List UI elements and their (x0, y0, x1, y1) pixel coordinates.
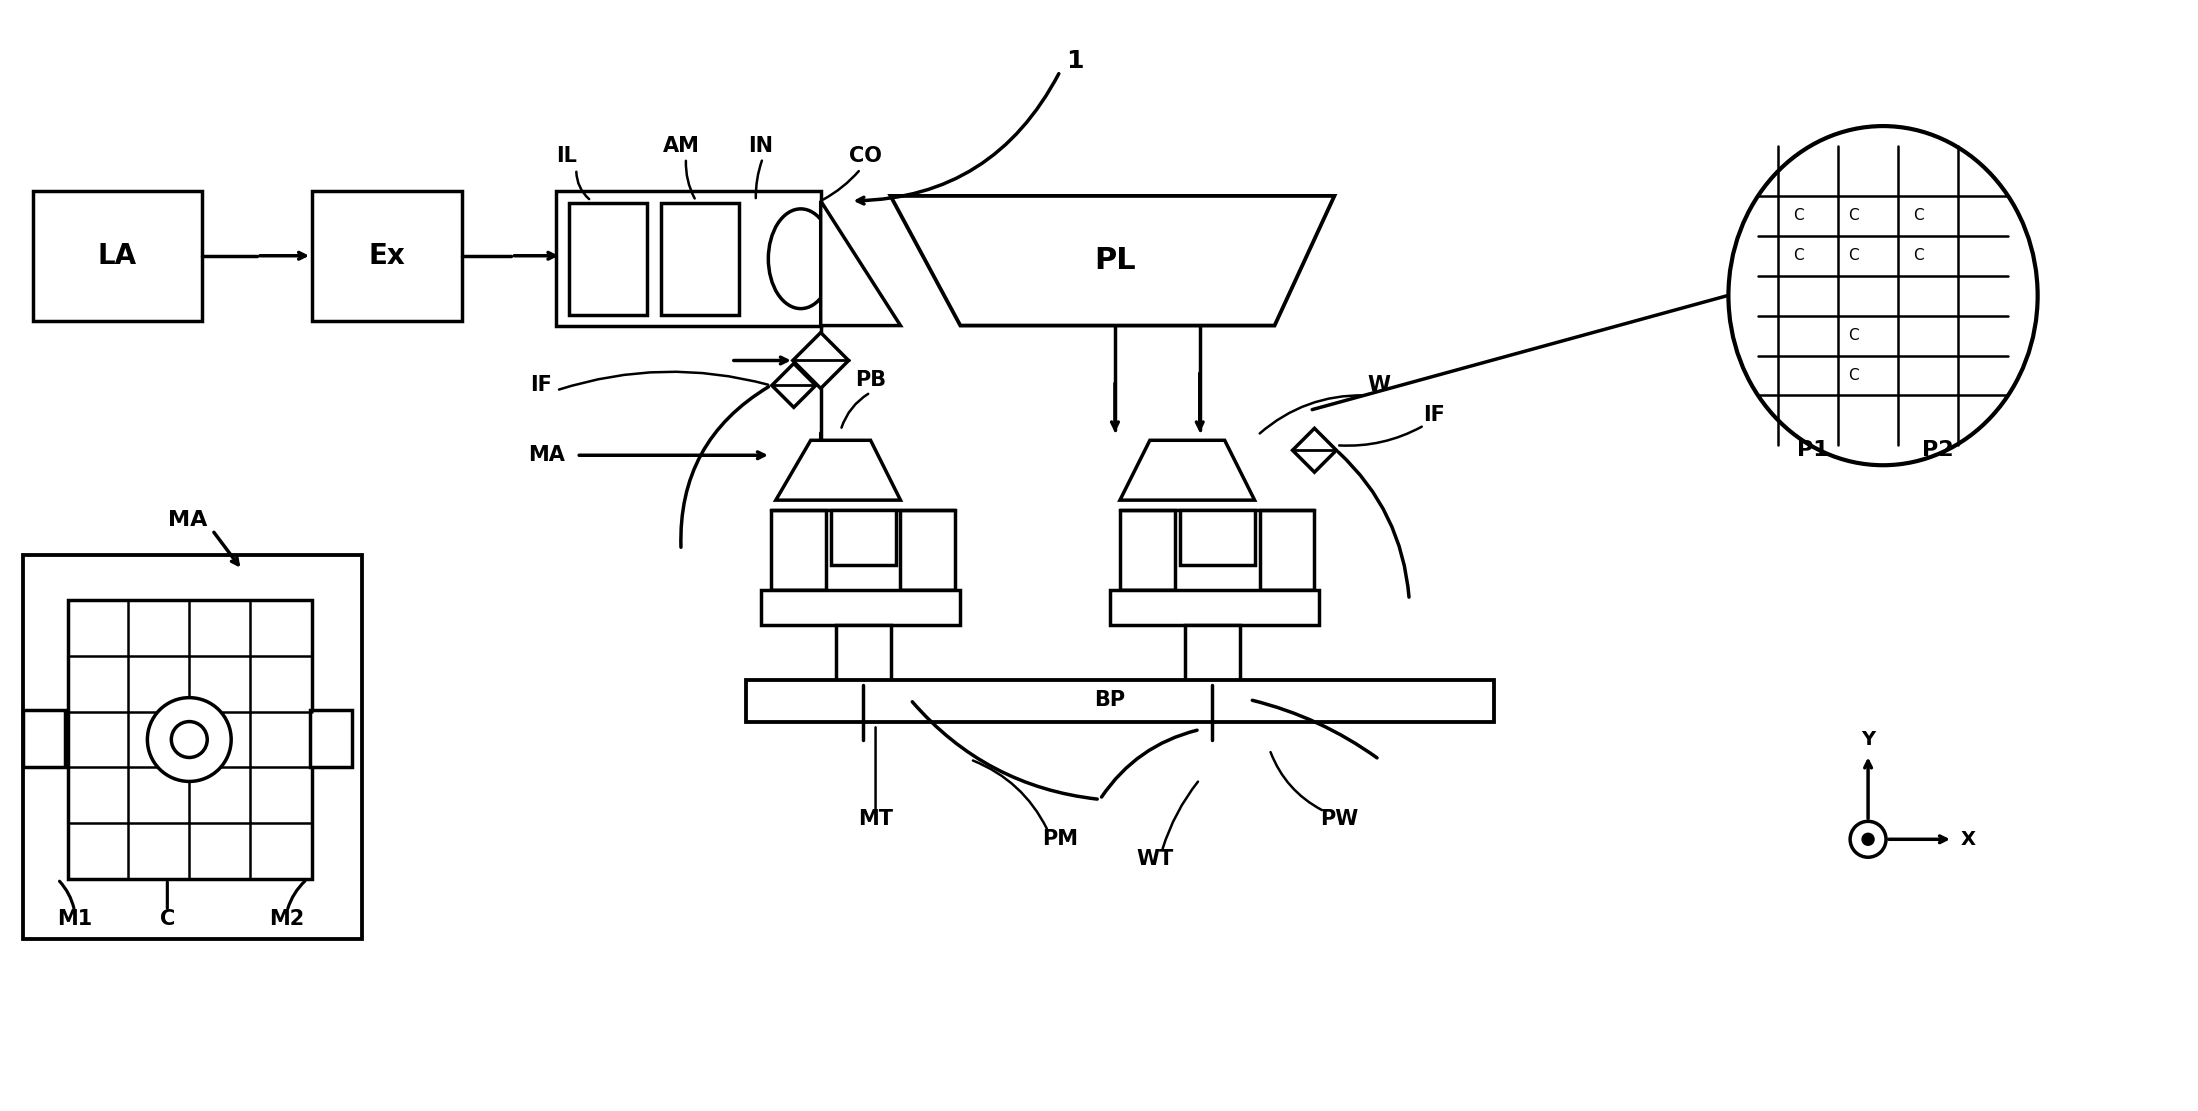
Text: IL: IL (556, 146, 576, 166)
Text: M1: M1 (57, 909, 92, 929)
Polygon shape (1121, 440, 1255, 500)
Bar (1185, 624, 1240, 684)
Ellipse shape (769, 209, 833, 309)
Text: IF: IF (1424, 406, 1444, 426)
Bar (771, 510, 826, 590)
Polygon shape (820, 201, 901, 326)
Bar (22, 710, 64, 768)
Text: C: C (1849, 248, 1860, 263)
Polygon shape (1292, 429, 1336, 472)
Circle shape (171, 721, 207, 758)
Bar (831, 510, 895, 565)
Bar (569, 203, 646, 314)
Text: PL: PL (1095, 247, 1136, 276)
Circle shape (147, 698, 231, 781)
Text: CO: CO (848, 146, 881, 166)
Bar (556, 191, 820, 326)
Text: IF: IF (530, 376, 552, 396)
Polygon shape (776, 440, 901, 500)
Bar (761, 590, 961, 624)
Ellipse shape (1728, 126, 2038, 466)
Bar (901, 510, 956, 590)
Text: C: C (1912, 209, 1923, 223)
Text: P2: P2 (1921, 440, 1954, 460)
Text: MA: MA (528, 446, 565, 466)
Bar (662, 203, 739, 314)
Text: C: C (1794, 248, 1805, 263)
Text: MA: MA (167, 510, 207, 530)
Text: AM: AM (662, 136, 699, 156)
Text: C: C (1849, 328, 1860, 343)
Text: LA: LA (99, 242, 136, 270)
Bar (312, 191, 462, 321)
Circle shape (1851, 821, 1886, 858)
Text: IN: IN (747, 136, 774, 156)
Text: Ex: Ex (369, 242, 404, 270)
Bar (1259, 510, 1314, 590)
Text: Y: Y (1862, 730, 1875, 749)
Text: C: C (1849, 368, 1860, 383)
Bar (745, 680, 1495, 721)
Text: M2: M2 (270, 909, 306, 929)
Text: MT: MT (857, 809, 892, 829)
Bar (1121, 510, 1174, 590)
Text: P1: P1 (1798, 440, 1829, 460)
Text: PM: PM (1042, 829, 1077, 849)
Text: WT: WT (1136, 849, 1174, 869)
Text: C: C (160, 909, 176, 929)
Text: 1: 1 (1066, 49, 1084, 73)
Bar (310, 710, 352, 768)
Bar (1110, 590, 1319, 624)
Bar (33, 191, 202, 321)
Bar (835, 624, 890, 684)
Text: C: C (1912, 248, 1923, 263)
Text: C: C (1794, 209, 1805, 223)
Circle shape (1862, 833, 1875, 845)
Bar (22, 556, 363, 939)
Bar (68, 600, 312, 879)
Text: W: W (1367, 376, 1391, 396)
Text: X: X (1961, 830, 1976, 849)
Polygon shape (793, 332, 848, 389)
Text: PW: PW (1321, 809, 1358, 829)
Bar (1180, 510, 1255, 565)
Polygon shape (890, 196, 1334, 326)
Text: BP: BP (1095, 690, 1125, 710)
Text: PB: PB (855, 370, 886, 390)
Polygon shape (771, 363, 815, 408)
Text: C: C (1849, 209, 1860, 223)
